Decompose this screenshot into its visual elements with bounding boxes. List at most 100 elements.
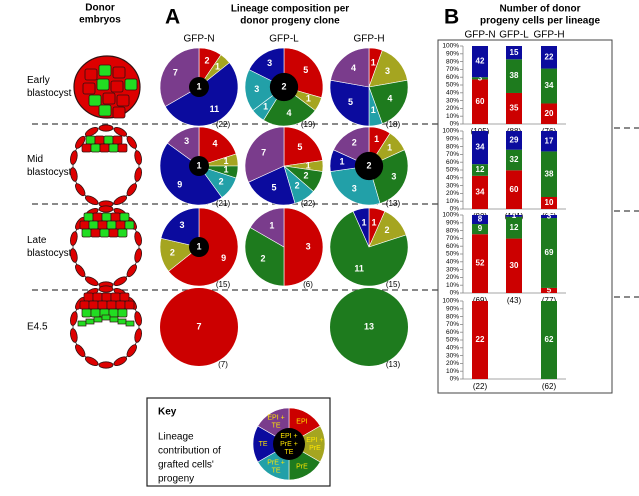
trophectoderm-cell xyxy=(113,126,128,137)
bar-segment xyxy=(541,218,557,288)
key-slice-label: PrE xyxy=(309,445,321,452)
icm-cell xyxy=(94,135,105,145)
bar-segment xyxy=(541,301,557,379)
y-tick-label: 20% xyxy=(446,360,459,367)
slice-label: 1 xyxy=(215,61,220,71)
bar-segment xyxy=(506,131,522,150)
icm-cell xyxy=(110,292,121,302)
trophectoderm-cell xyxy=(134,311,142,326)
row-label: Mid xyxy=(27,154,43,165)
bar-segment xyxy=(506,215,522,217)
slice-label: 3 xyxy=(391,172,396,182)
pie-slice xyxy=(249,207,285,248)
panel-title: donor progeny clone xyxy=(240,16,340,27)
icm-cell xyxy=(97,300,108,310)
pre-cell xyxy=(77,320,87,327)
y-tick-label: 80% xyxy=(446,143,459,150)
embryo-cell xyxy=(84,68,98,81)
bar-segment xyxy=(541,215,557,219)
slice-label: 5 xyxy=(303,65,308,75)
slice-label: 11 xyxy=(210,104,220,114)
trophectoderm-cell xyxy=(134,231,142,246)
bar-label: 8 xyxy=(478,215,483,224)
y-tick-label: 90% xyxy=(446,136,459,143)
trophectoderm-cell xyxy=(98,285,114,293)
icm-cell xyxy=(115,300,126,310)
icm-cell xyxy=(97,220,108,230)
slice-label: 1 xyxy=(387,142,392,152)
bar-segment xyxy=(541,151,557,197)
y-tick-label: 40% xyxy=(446,345,459,352)
cell-count: (22) xyxy=(473,382,488,391)
icm-cell xyxy=(85,135,96,145)
slice-label: 3 xyxy=(352,183,357,193)
bar-label: 12 xyxy=(476,165,485,174)
clone-count: (6) xyxy=(303,280,313,289)
y-tick-label: 30% xyxy=(446,97,459,104)
bar-segment xyxy=(506,238,522,293)
column-header: GFP-N xyxy=(464,30,495,41)
y-tick-label: 50% xyxy=(446,251,459,258)
slice-label: 3 xyxy=(184,136,189,146)
clone-count: (15) xyxy=(386,280,401,289)
pie-center xyxy=(189,156,209,176)
icm-cell xyxy=(90,143,101,153)
bar-segment xyxy=(506,170,522,209)
pie-slice xyxy=(329,210,409,287)
pre-cell xyxy=(85,318,95,325)
y-tick-label: 70% xyxy=(446,321,459,328)
slice-label: 9 xyxy=(221,253,226,263)
trophectoderm-cell xyxy=(98,205,114,213)
y-tick-label: 80% xyxy=(446,58,459,65)
y-tick-label: 80% xyxy=(446,227,459,234)
slice-label: 5 xyxy=(348,97,353,107)
y-tick-label: 10% xyxy=(446,368,459,375)
clone-count: (15) xyxy=(216,280,231,289)
bar-label: 3 xyxy=(547,212,552,221)
slice-label: 7 xyxy=(261,147,266,157)
slice-label: 2 xyxy=(170,247,175,257)
embryo-cell xyxy=(98,104,112,117)
bar-label: 12 xyxy=(510,223,519,232)
row-label: Late xyxy=(27,235,47,246)
panel-label: A xyxy=(165,6,180,29)
row-label: blastocyst xyxy=(27,248,72,259)
slice-label: 3 xyxy=(385,66,390,76)
y-tick-label: 100% xyxy=(442,128,459,135)
trophectoderm-cell xyxy=(70,150,78,165)
key-slice-label: TE xyxy=(259,441,268,448)
clone-count: (21) xyxy=(216,199,231,208)
slice-label: 3 xyxy=(179,220,184,230)
icm-cell xyxy=(79,300,90,310)
embryo-cell xyxy=(88,94,102,107)
icm-cell xyxy=(108,228,119,238)
slice-label: 2 xyxy=(205,55,210,65)
column-header: GFP-L xyxy=(499,30,529,41)
trophectoderm-cell xyxy=(70,167,78,182)
key-slice-label: TE xyxy=(272,422,281,429)
key-slice-label: PrE xyxy=(296,463,308,470)
slice-label: 1 xyxy=(306,160,311,170)
embryo-cell xyxy=(82,82,96,95)
slice-label: 2 xyxy=(219,176,224,186)
icm-cell xyxy=(103,135,114,145)
bar-segment xyxy=(506,149,522,171)
pie-slice xyxy=(198,126,237,167)
y-tick-label: 100% xyxy=(442,212,459,219)
trophectoderm-cell xyxy=(98,361,114,369)
cell-count: (43) xyxy=(507,296,522,305)
slice-label: 4 xyxy=(213,138,218,148)
slice-label: 7 xyxy=(196,321,201,331)
pie-slice xyxy=(248,165,296,206)
bar-segment xyxy=(506,46,522,60)
y-tick-label: 90% xyxy=(446,306,459,313)
panel-title: Lineage composition per xyxy=(231,4,349,15)
slice-label: 5 xyxy=(297,142,302,152)
icm-cell xyxy=(110,212,121,222)
icm-cell xyxy=(124,220,135,230)
trophectoderm-cell xyxy=(126,344,137,358)
trophectoderm-cell xyxy=(98,124,114,132)
icm-cell xyxy=(88,220,99,230)
cell-count: (69) xyxy=(473,296,488,305)
